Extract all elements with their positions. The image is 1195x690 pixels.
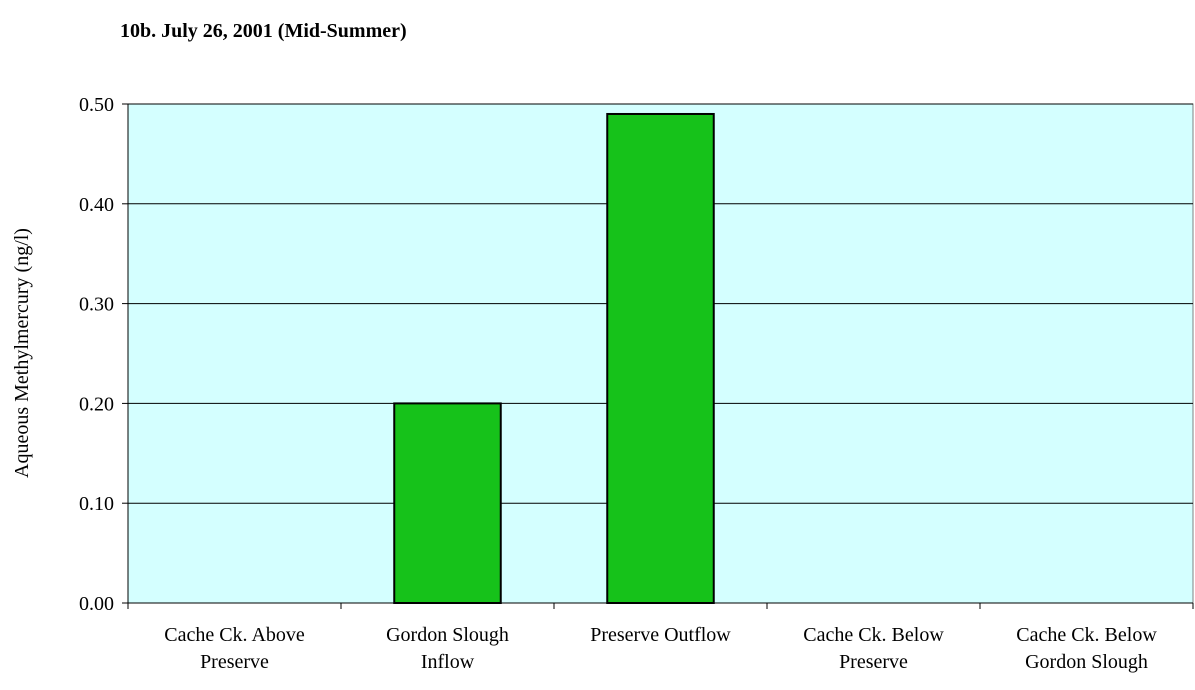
x-tick-label: Cache Ck. Below [803,624,944,646]
y-tick-label: 0.30 [79,294,114,316]
x-tick-label: Gordon Slough [1025,651,1148,673]
x-tick-label: Gordon Slough [386,624,509,646]
x-tick-label: Cache Ck. Below [1016,624,1157,646]
x-tick-label: Cache Ck. Above [164,624,305,646]
x-tick-label: Preserve [839,651,908,673]
chart-title: 10b. July 26, 2001 (Mid-Summer) [120,20,407,42]
bar [393,402,502,604]
y-axis-label: Aqueous Methylmercury (ng/l) [11,228,33,478]
x-tick-label: Preserve Outflow [590,624,731,646]
y-tick-label: 0.50 [79,94,114,116]
y-tick-label: 0.20 [79,393,114,415]
y-tick-label: 0.40 [79,194,114,216]
y-tick-label: 0.10 [79,493,114,515]
bar [606,112,715,604]
y-tick-label: 0.00 [79,593,114,615]
x-tick-label: Preserve [200,651,269,673]
x-tick-label: Inflow [421,651,475,673]
